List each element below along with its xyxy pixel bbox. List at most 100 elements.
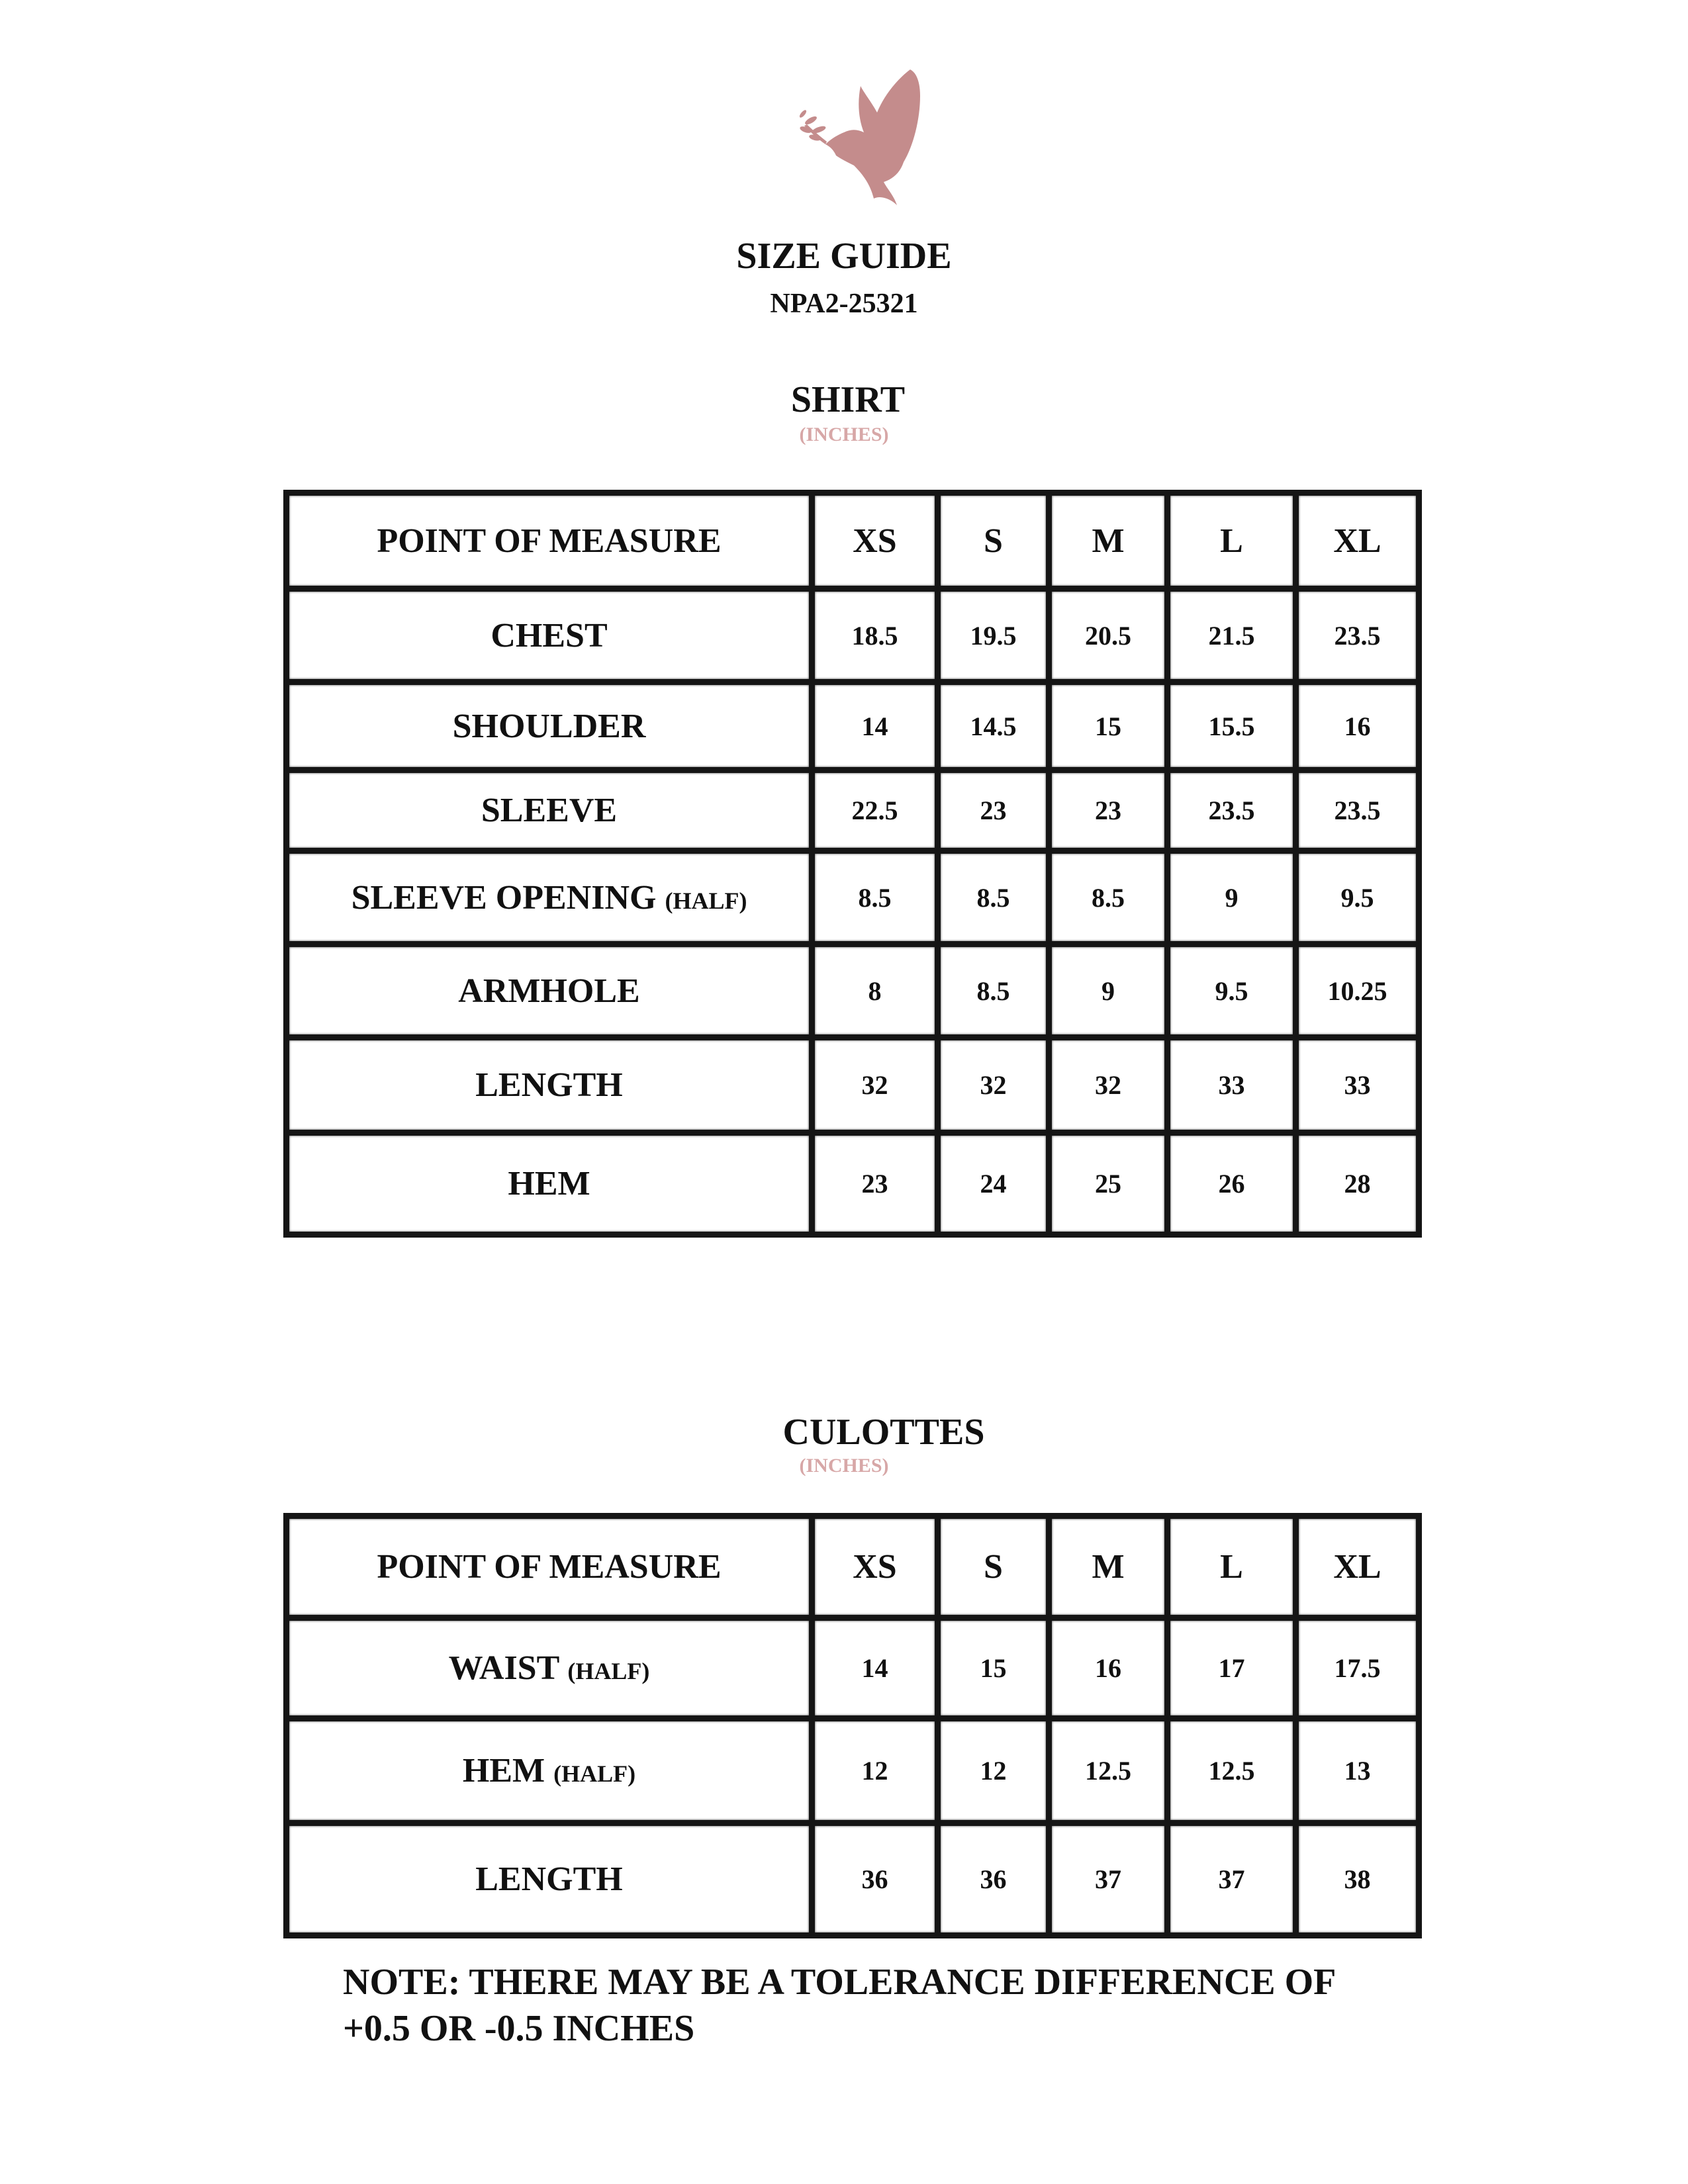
table-row: SLEEVE 22.5 23 23 23.5 23.5 <box>283 767 1422 854</box>
measure-name: HEM <box>508 1165 590 1203</box>
table-row: HEM 23 24 25 26 28 <box>283 1130 1422 1238</box>
value-cell-s: 23 <box>935 767 1052 854</box>
note-line-2: +0.5 OR -0.5 INCHES <box>343 2008 695 2049</box>
value-cell-l: 12.5 <box>1164 1715 1299 1826</box>
value-cell-xl: 33 <box>1293 1034 1422 1136</box>
note-line-1: NOTE: THERE MAY BE A TOLERANCE DIFFERENC… <box>343 1962 1336 2003</box>
value-cell-xl: 10.25 <box>1293 941 1422 1040</box>
value-cell-xl: 9.5 <box>1293 848 1422 947</box>
value-cell-l: 15.5 <box>1164 679 1299 773</box>
shirt-title: SHIRT <box>790 379 906 420</box>
value-cell-xl: 17.5 <box>1293 1615 1422 1721</box>
value-cell-l: 33 <box>1164 1034 1299 1136</box>
culottes-size-table: POINT OF MEASURE XS S M L XL WAIST (HALF) 14 15 1… <box>283 1513 1422 1938</box>
value-cell-l: 21.5 <box>1164 586 1299 685</box>
measure-label: CHEST <box>283 586 815 685</box>
culottes-units: (INCHES) <box>799 1455 889 1477</box>
value-cell-xl: 13 <box>1293 1715 1422 1826</box>
value-cell-xs: 36 <box>809 1820 941 1938</box>
header-size-xl: XL <box>1293 490 1422 592</box>
page-title: SIZE GUIDE <box>736 236 952 277</box>
table-row: SLEEVE OPENING (HALF) 8.5 8.5 8.5 9 9.5 <box>283 848 1422 947</box>
table-row: LENGTH 32 32 32 33 33 <box>283 1034 1422 1136</box>
value-cell-m: 12.5 <box>1046 1715 1170 1826</box>
value-cell-xs: 14 <box>809 679 941 773</box>
value-cell-xs: 23 <box>809 1130 941 1238</box>
shirt-units: (INCHES) <box>799 424 889 445</box>
value-cell-m: 32 <box>1046 1034 1170 1136</box>
value-cell-xl: 16 <box>1293 679 1422 773</box>
value-cell-xs: 8.5 <box>809 848 941 947</box>
table-row: HEM (HALF) 12 12 12.5 12.5 13 <box>283 1715 1422 1826</box>
culottes-title: CULOTTES <box>782 1412 985 1453</box>
value-cell-l: 37 <box>1164 1820 1299 1938</box>
value-cell-l: 9 <box>1164 848 1299 947</box>
measure-name: WAIST <box>448 1649 559 1687</box>
header-size-l: L <box>1164 1513 1299 1621</box>
measure-label: WAIST (HALF) <box>283 1615 815 1721</box>
value-cell-xl: 28 <box>1293 1130 1422 1238</box>
measure-name: ARMHOLE <box>458 972 640 1010</box>
value-cell-s: 15 <box>935 1615 1052 1721</box>
table-row: WAIST (HALF) 14 15 16 17 17.5 <box>283 1615 1422 1721</box>
measure-name: SLEEVE <box>481 792 618 829</box>
measure-label: SHOULDER <box>283 679 815 773</box>
measure-name: LENGTH <box>475 1066 623 1104</box>
measure-qualifier: (HALF) <box>665 887 747 914</box>
value-cell-xl: 23.5 <box>1293 767 1422 854</box>
measure-name: SLEEVE OPENING <box>351 878 657 917</box>
dove-logo-icon <box>799 69 920 205</box>
header-point-of-measure: POINT OF MEASURE <box>283 1513 815 1621</box>
header-size-xs: XS <box>809 490 941 592</box>
header-size-m: M <box>1046 490 1170 592</box>
value-cell-s: 14.5 <box>935 679 1052 773</box>
table-row: SHOULDER 14 14.5 15 15.5 16 <box>283 679 1422 773</box>
measure-name: HEM <box>462 1752 545 1790</box>
tolerance-note: NOTE: THERE MAY BE A TOLERANCE DIFFERENC… <box>343 1959 1468 2052</box>
measure-qualifier: (HALF) <box>567 1658 650 1684</box>
table-row: CHEST 18.5 19.5 20.5 21.5 23.5 <box>283 586 1422 685</box>
product-code: NPA2-25321 <box>770 289 918 319</box>
value-cell-m: 16 <box>1046 1615 1170 1721</box>
value-cell-s: 32 <box>935 1034 1052 1136</box>
table-header-row: POINT OF MEASURE XS S M L XL <box>283 490 1422 592</box>
value-cell-s: 12 <box>935 1715 1052 1826</box>
measure-qualifier: (HALF) <box>553 1760 636 1787</box>
table-header-row: POINT OF MEASURE XS S M L XL <box>283 1513 1422 1621</box>
measure-label: SLEEVE OPENING (HALF) <box>283 848 815 947</box>
value-cell-xs: 18.5 <box>809 586 941 685</box>
value-cell-xs: 22.5 <box>809 767 941 854</box>
value-cell-s: 8.5 <box>935 941 1052 1040</box>
measure-name: CHEST <box>491 616 608 655</box>
value-cell-s: 24 <box>935 1130 1052 1238</box>
value-cell-xl: 38 <box>1293 1820 1422 1938</box>
value-cell-s: 19.5 <box>935 586 1052 685</box>
shirt-size-table: POINT OF MEASURE XS S M L XL CHEST 18.5 19.5 20.5… <box>283 490 1422 1238</box>
header-point-of-measure: POINT OF MEASURE <box>283 490 815 592</box>
value-cell-xs: 32 <box>809 1034 941 1136</box>
measure-label: LENGTH <box>283 1820 815 1938</box>
measure-label: ARMHOLE <box>283 941 815 1040</box>
value-cell-m: 20.5 <box>1046 586 1170 685</box>
value-cell-l: 17 <box>1164 1615 1299 1721</box>
value-cell-xl: 23.5 <box>1293 586 1422 685</box>
measure-label: HEM <box>283 1130 815 1238</box>
value-cell-xs: 14 <box>809 1615 941 1721</box>
value-cell-m: 9 <box>1046 941 1170 1040</box>
value-cell-xs: 12 <box>809 1715 941 1826</box>
value-cell-m: 25 <box>1046 1130 1170 1238</box>
measure-label: LENGTH <box>283 1034 815 1136</box>
header-size-l: L <box>1164 490 1299 592</box>
table-row: ARMHOLE 8 8.5 9 9.5 10.25 <box>283 941 1422 1040</box>
value-cell-l: 9.5 <box>1164 941 1299 1040</box>
value-cell-l: 26 <box>1164 1130 1299 1238</box>
value-cell-xs: 8 <box>809 941 941 1040</box>
table-row: LENGTH 36 36 37 37 38 <box>283 1820 1422 1938</box>
value-cell-m: 8.5 <box>1046 848 1170 947</box>
value-cell-l: 23.5 <box>1164 767 1299 854</box>
measure-name: LENGTH <box>475 1860 623 1898</box>
measure-label: SLEEVE <box>283 767 815 854</box>
measure-name: SHOULDER <box>452 707 646 745</box>
value-cell-m: 23 <box>1046 767 1170 854</box>
value-cell-s: 36 <box>935 1820 1052 1938</box>
